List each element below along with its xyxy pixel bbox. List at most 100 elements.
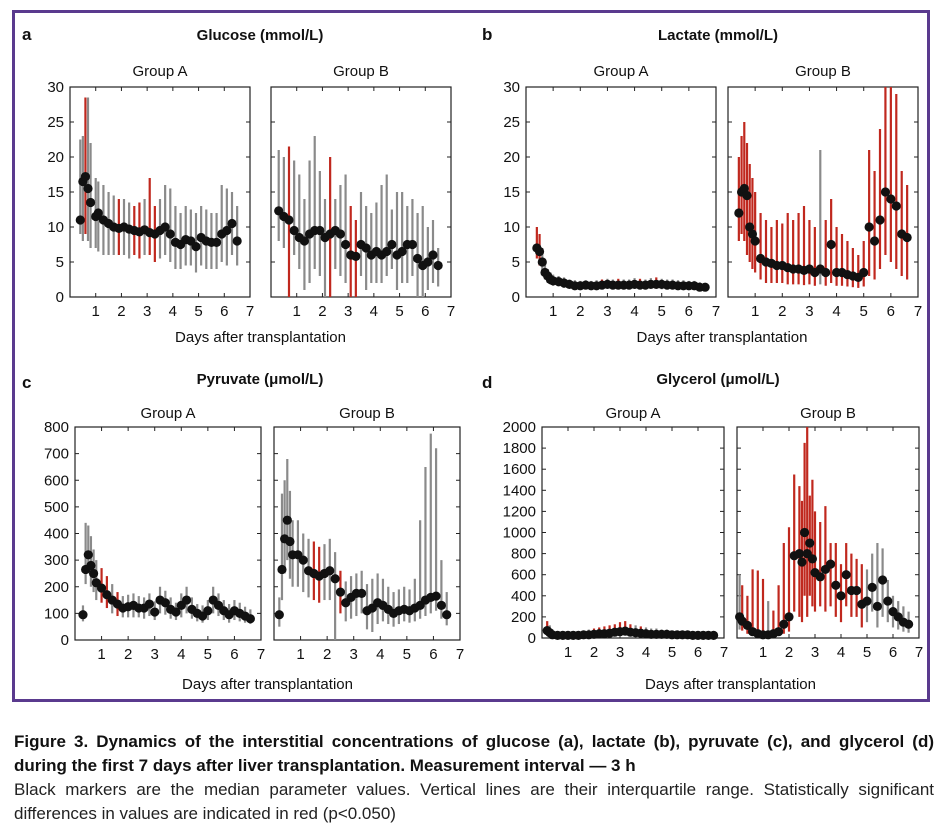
median-marker	[340, 239, 351, 250]
median-marker	[883, 596, 893, 606]
median-marker	[144, 599, 154, 609]
panel-letter: a	[22, 25, 32, 44]
figure-frame	[12, 10, 930, 702]
median-marker	[739, 183, 749, 194]
x-tick-label: 5	[194, 303, 202, 320]
subplot-title: Group B	[333, 63, 389, 80]
median-marker	[886, 194, 896, 204]
x-tick-label: 3	[143, 303, 151, 320]
x-tick-label: 3	[805, 303, 813, 320]
y-tick-label: 25	[47, 114, 64, 131]
x-tick-label: 7	[456, 646, 464, 663]
chart-title: Lactate (mmol/L)	[658, 27, 778, 44]
x-tick-label: 3	[151, 646, 159, 663]
median-marker	[745, 222, 755, 232]
median-marker	[93, 208, 103, 218]
chart-d: d Glycerol (μmol/L) Days after transplanta…	[482, 371, 923, 693]
x-tick-label: 1	[97, 646, 105, 663]
y-tick-label: 10	[503, 219, 520, 236]
y-tick-label: 700	[44, 446, 69, 463]
median-marker	[872, 601, 883, 611]
chart-b: b Lactate (mmol/L) Days after transplantat…	[482, 25, 922, 346]
subplot-title: Group A	[140, 405, 195, 422]
y-tick-label: 25	[503, 114, 520, 131]
chart-title: Glycerol (μmol/L)	[656, 371, 779, 388]
subplot-group-a: Group A 0 200 400 600 800 1000 1200 1400 1600 1800…	[503, 405, 729, 661]
median-marker	[734, 208, 744, 218]
x-tick-label: 7	[712, 303, 720, 320]
panel-letter: b	[482, 25, 492, 44]
median-marker	[227, 218, 237, 229]
median-marker	[742, 190, 752, 201]
x-tick-label: 2	[318, 303, 326, 320]
median-marker	[869, 236, 880, 246]
median-marker	[428, 250, 438, 260]
median-marker	[335, 587, 346, 597]
median-marker	[80, 172, 91, 182]
y-tick-label: 15	[503, 184, 520, 201]
subplot-title: Group B	[795, 63, 851, 80]
y-tick-label: 100	[44, 605, 69, 622]
median-marker	[784, 612, 794, 622]
x-axis-label: Days after transplantation	[175, 329, 346, 346]
x-tick-label: 5	[668, 644, 676, 661]
figure-caption: Figure 3. Dynamics of the interstitial c…	[14, 730, 934, 826]
x-axis-label: Days after transplantation	[645, 676, 816, 693]
x-tick-label: 1	[759, 644, 767, 661]
x-tick-label: 1	[296, 646, 304, 663]
median-marker	[750, 236, 760, 246]
x-tick-label: 2	[323, 646, 331, 663]
median-marker	[709, 630, 719, 640]
median-marker	[807, 554, 818, 564]
median-marker	[537, 257, 547, 267]
median-marker	[232, 236, 242, 246]
plot-area	[736, 426, 920, 639]
median-marker	[841, 570, 851, 580]
median-marker	[534, 246, 545, 257]
caption-title: Figure 3. Dynamics of the interstitial c…	[14, 732, 934, 775]
x-tick-label: 6	[220, 303, 228, 320]
median-marker	[742, 620, 753, 630]
x-tick-label: 2	[124, 646, 132, 663]
median-marker	[85, 197, 96, 208]
x-tick-label: 4	[837, 644, 845, 661]
median-marker	[747, 229, 758, 239]
median-marker	[382, 246, 392, 257]
median-marker	[245, 614, 255, 624]
plot-area	[69, 86, 251, 298]
x-tick-label: 7	[447, 303, 455, 320]
y-tick-label: 800	[44, 419, 69, 436]
median-marker	[397, 246, 407, 257]
x-tick-label: 3	[603, 303, 611, 320]
subplot-group-a: Group A 0 5 10 15 20 25 30 1 2 3 4 5 6 7	[503, 63, 720, 320]
median-marker	[700, 282, 710, 292]
panel-letter: d	[482, 373, 492, 392]
x-tick-label: 5	[395, 303, 403, 320]
subplot-group-a: Group A 0 100 200 300 400 500 600 700 800 1 2 3 4 5 6 7	[44, 405, 265, 663]
y-tick-label: 15	[47, 184, 64, 201]
y-tick-label: 5	[56, 254, 64, 271]
median-marker	[315, 225, 325, 236]
x-tick-label: 7	[914, 303, 922, 320]
x-tick-label: 4	[630, 303, 638, 320]
median-marker	[805, 538, 815, 548]
median-marker	[875, 215, 885, 225]
subplot-title: Group A	[605, 405, 660, 422]
median-marker	[387, 239, 397, 250]
median-marker	[83, 183, 93, 194]
median-marker	[203, 606, 213, 616]
y-tick-label: 600	[44, 472, 69, 489]
x-tick-label: 4	[370, 303, 378, 320]
median-marker	[891, 201, 901, 211]
median-marker	[407, 239, 418, 250]
y-tick-label: 0	[61, 632, 69, 649]
x-tick-label: 5	[860, 303, 868, 320]
median-marker	[423, 257, 433, 267]
y-tick-label: 1400	[503, 482, 536, 499]
x-tick-label: 6	[887, 303, 895, 320]
median-marker	[836, 591, 846, 601]
y-tick-label: 0	[512, 289, 520, 306]
y-tick-label: 500	[44, 499, 69, 516]
y-tick-label: 20	[47, 149, 64, 166]
figure-canvas: a Glucose (mmol/L) Days after transplantat…	[22, 25, 923, 693]
